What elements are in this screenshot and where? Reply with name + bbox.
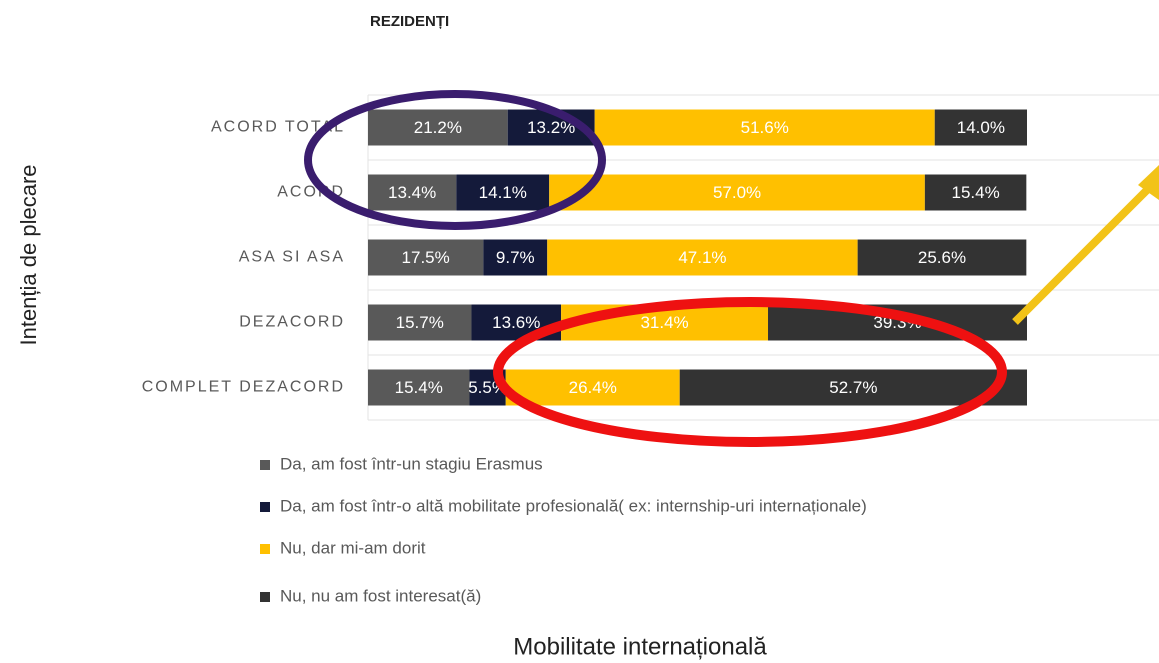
bar-segment (368, 304, 472, 341)
x-axis-title: Mobilitate internațională (513, 633, 767, 660)
y-tick-label: ASA SI ASA (239, 249, 345, 266)
data-label: 14.1% (479, 183, 527, 202)
data-label: 13.6% (492, 313, 540, 332)
bar-segment (505, 369, 680, 406)
annotation-ellipse (304, 90, 606, 230)
data-label: 15.7% (396, 313, 444, 332)
bar-segment (679, 369, 1027, 406)
data-label: 21.2% (414, 118, 462, 137)
annotation-arrow (1012, 182, 1155, 325)
plot-area: ACORD TOTAL 21.2% 13.2% 51.6% 14.0%ACORD 13.4… (142, 94, 1159, 421)
legend-swatch (260, 592, 270, 602)
legend-swatch (260, 502, 270, 512)
data-label: 52.7% (829, 378, 877, 397)
y-tick-label: ACORD TOTAL (211, 119, 345, 136)
data-label: 13.2% (527, 118, 575, 137)
bar-segment (368, 109, 508, 146)
chart-title: REZIDENȚI (370, 13, 449, 30)
data-label: 47.1% (678, 248, 726, 267)
data-label: 25.6% (918, 248, 966, 267)
bar-segment (934, 109, 1027, 146)
data-label: 17.5% (402, 248, 450, 267)
bar-segment (368, 239, 484, 276)
legend-label: Da, am fost într-o altă mobilitate profe… (280, 496, 867, 515)
legend-label: Da, am fost într-un stagiu Erasmus (280, 454, 543, 473)
legend-swatch (260, 460, 270, 470)
bar-segment (549, 174, 925, 211)
data-label: 15.4% (951, 183, 999, 202)
legend: Da, am fost într-un stagiu Erasmus Da, am… (260, 454, 867, 605)
data-label: 14.0% (957, 118, 1005, 137)
bar-segment (456, 174, 550, 211)
annotation-arrowhead (1138, 165, 1159, 200)
legend-swatch (260, 544, 270, 554)
data-label: 31.4% (640, 313, 688, 332)
bar-segment (483, 239, 548, 276)
data-label: 15.4% (395, 378, 443, 397)
bar-segment (594, 109, 935, 146)
bar-segment (924, 174, 1027, 211)
data-label: 26.4% (569, 378, 617, 397)
y-axis-title: Intenția de plecare (16, 164, 41, 345)
bar-segment (368, 174, 457, 211)
data-label: 51.6% (741, 118, 789, 137)
data-label: 9.7% (496, 248, 535, 267)
annotation-ellipse (493, 297, 1007, 447)
data-label: 13.4% (388, 183, 436, 202)
data-label: 57.0% (713, 183, 761, 202)
y-tick-label: COMPLET DEZACORD (142, 379, 345, 396)
bar-segment (547, 239, 858, 276)
legend-label: Nu, nu am fost interesat(ă) (280, 586, 481, 605)
bar-segment (857, 239, 1027, 276)
y-tick-label: DEZACORD (239, 314, 345, 331)
bar-segment (368, 369, 470, 406)
legend-label: Nu, dar mi-am dorit (280, 538, 426, 557)
